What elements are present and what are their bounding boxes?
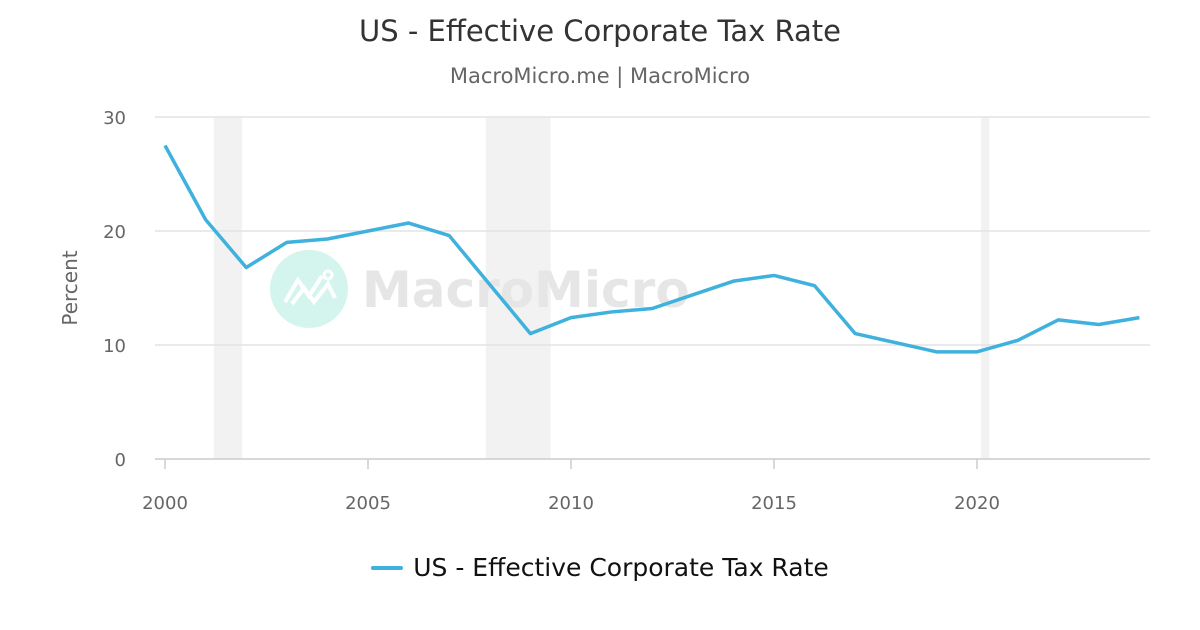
chart-subtitle: MacroMicro.me | MacroMicro <box>449 64 751 88</box>
chart-title: US - Effective Corporate Tax Rate <box>358 14 842 48</box>
legend-label: US - Effective Corporate Tax Rate <box>413 553 829 582</box>
x-tick-label: 2020 <box>954 493 1000 514</box>
y-tick-label: 30 <box>103 108 126 129</box>
y-tick-label: 10 <box>103 336 126 357</box>
x-tick-label: 2005 <box>345 493 391 514</box>
x-tick-label: 2015 <box>751 493 797 514</box>
x-tick-label: 2010 <box>548 493 594 514</box>
y-tick-label: 0 <box>115 450 126 471</box>
legend[interactable]: US - Effective Corporate Tax Rate <box>0 553 1200 582</box>
recession-band <box>981 117 990 459</box>
y-tick-label: 20 <box>103 222 126 243</box>
series-line <box>163 144 1140 354</box>
recession-band <box>213 117 243 459</box>
watermark-logo: MacroMicro <box>270 250 690 328</box>
x-tick-label: 2000 <box>142 493 188 514</box>
recession-band <box>485 117 551 459</box>
y-axis-label: Percent <box>58 250 82 325</box>
legend-line-icon <box>371 565 404 570</box>
